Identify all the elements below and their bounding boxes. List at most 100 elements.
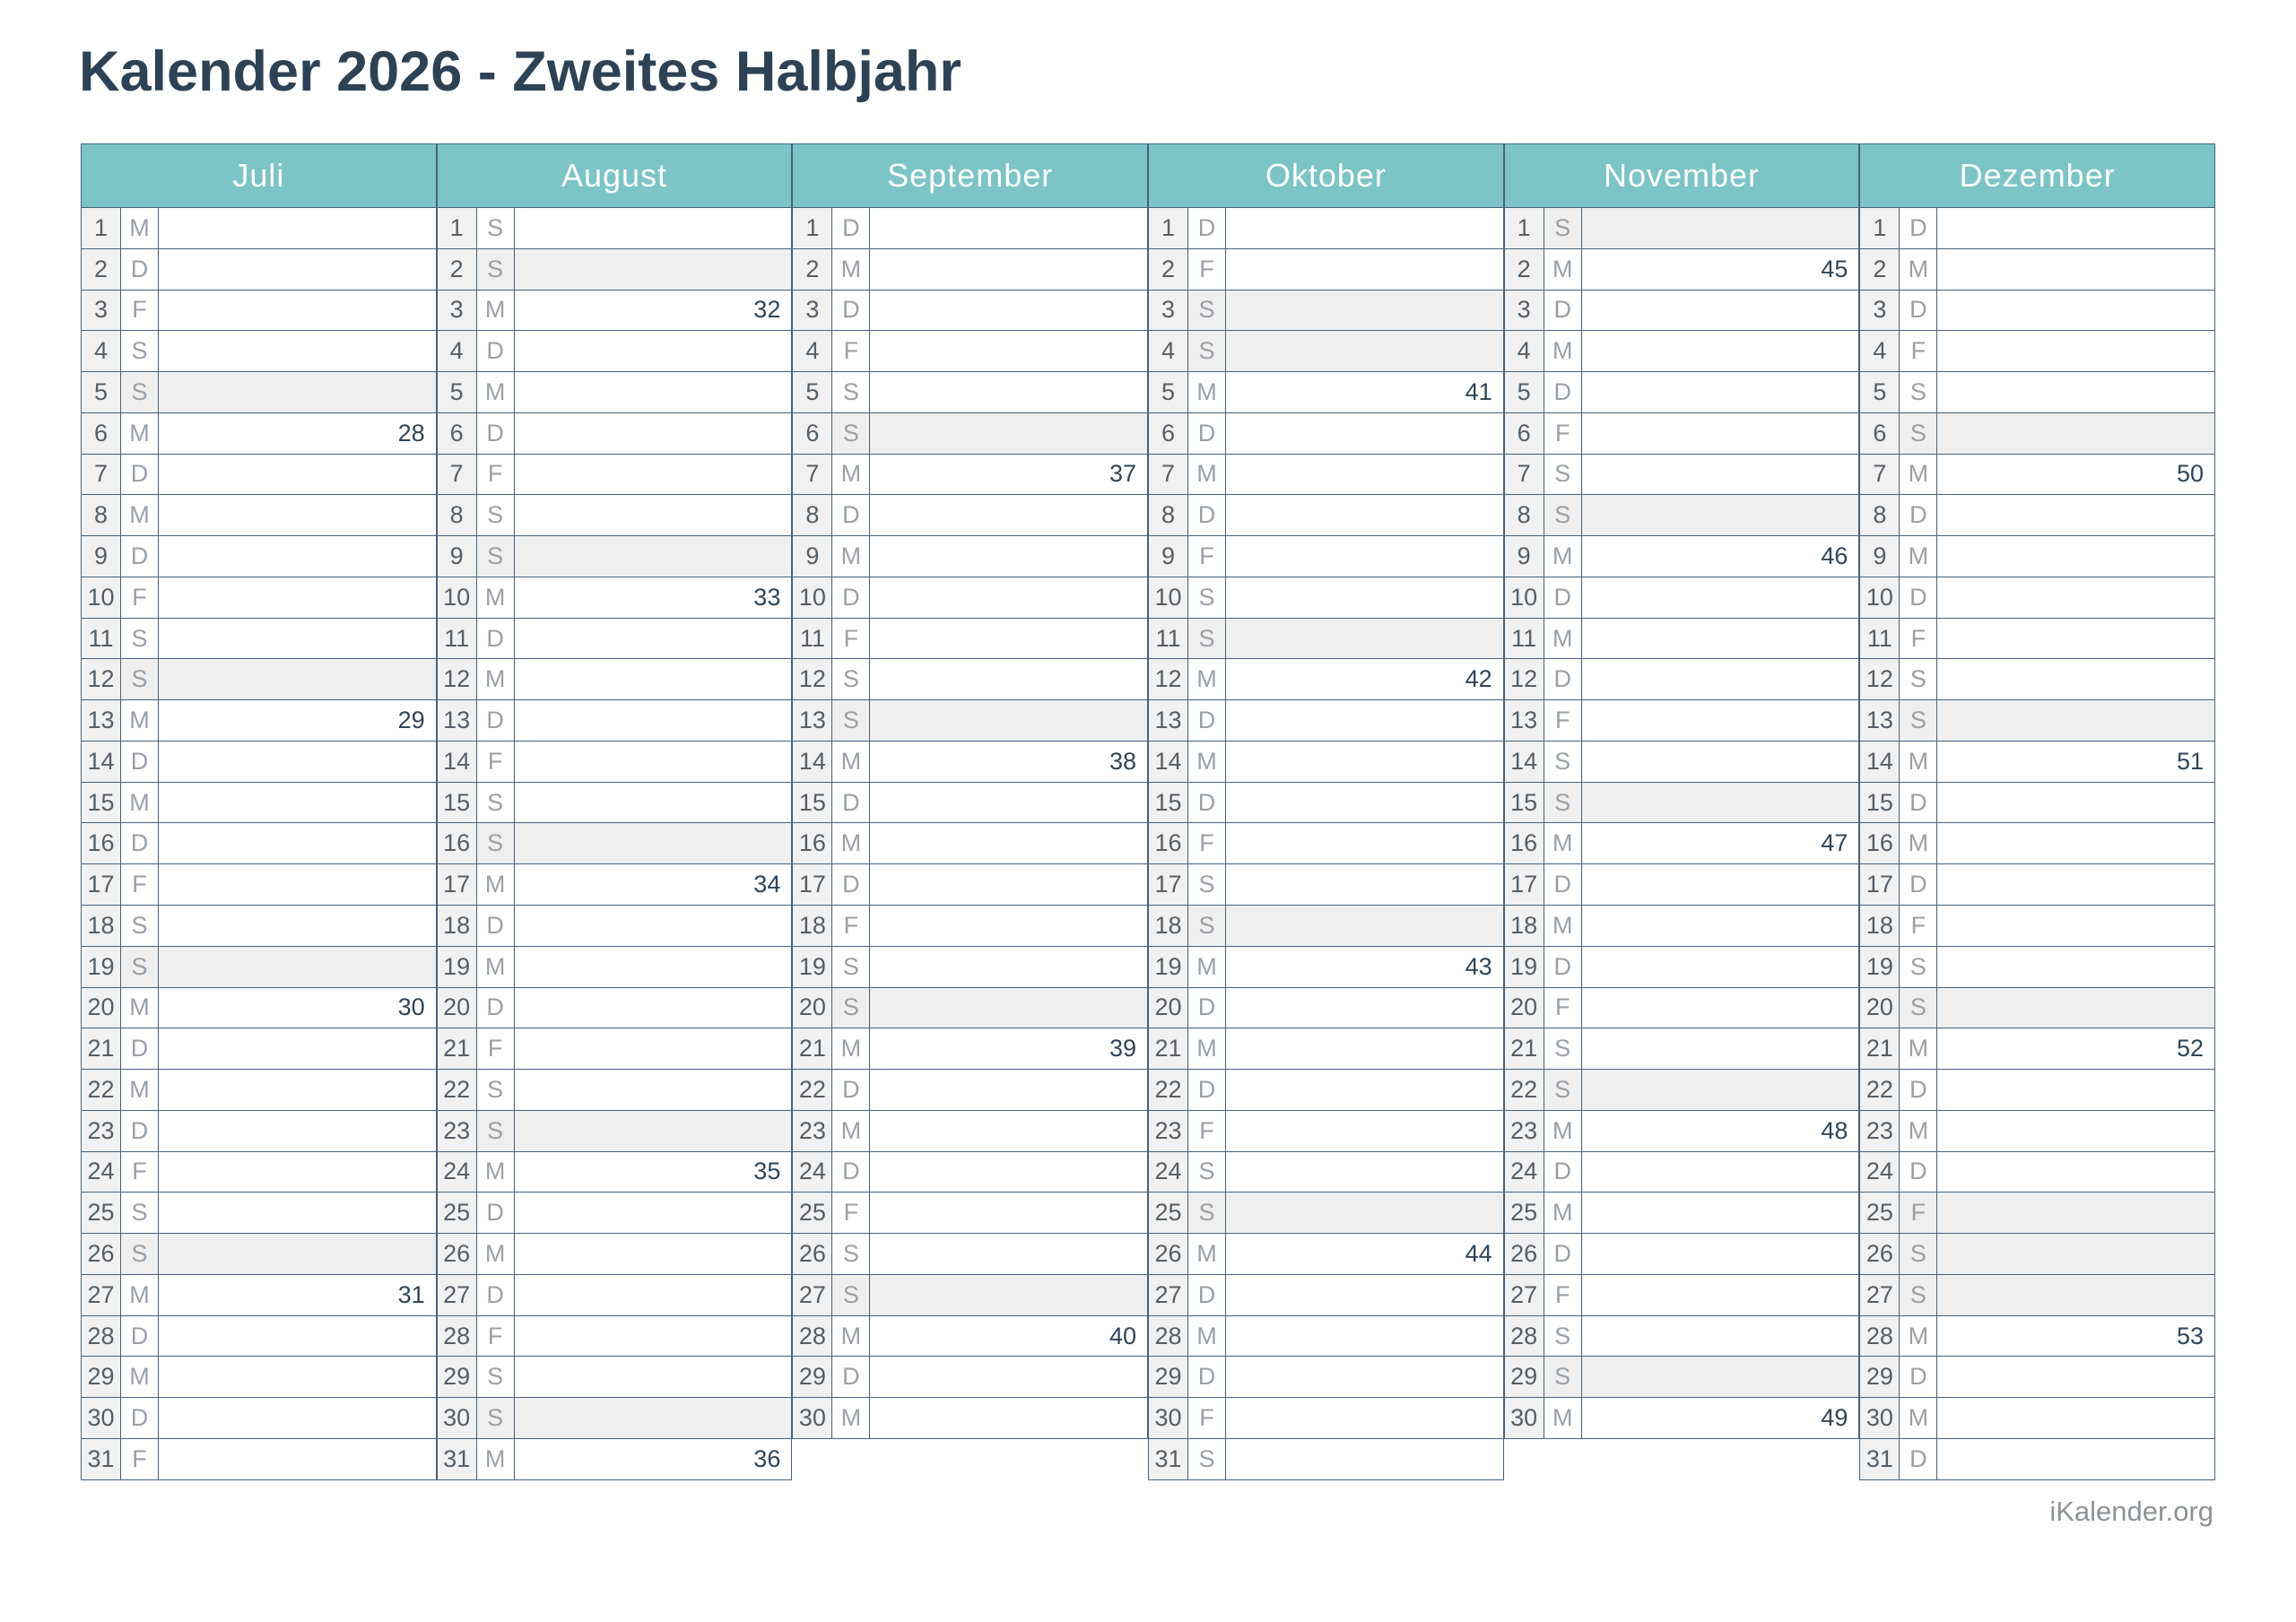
notes-cell [1226, 249, 1503, 290]
day-number-cell: 19 [1504, 946, 1544, 987]
day-number-cell: 6 [437, 412, 477, 454]
weekday-letter-cell: M [121, 1357, 159, 1398]
notes-cell: 33 [515, 577, 792, 618]
notes-cell [1226, 1398, 1503, 1438]
notes-cell: 42 [1226, 659, 1503, 699]
weekday-letter-cell: S [1544, 782, 1582, 823]
notes-cell [870, 1357, 1147, 1397]
day-row: 17 D [1504, 863, 1859, 906]
day-row: 25 S [1149, 1192, 1503, 1234]
day-number-cell: 7 [1860, 454, 1900, 495]
notes-cell [515, 619, 792, 659]
day-number-cell: 1 [82, 208, 121, 248]
day-number-cell: 23 [82, 1110, 121, 1151]
notes-cell: 51 [1937, 742, 2214, 782]
notes-cell [159, 864, 436, 905]
notes-cell [515, 372, 792, 412]
month-header: November [1504, 144, 1859, 207]
week-number: 29 [397, 707, 425, 734]
day-number-cell: 25 [1149, 1193, 1189, 1234]
weekday-letter-cell: D [1188, 1357, 1227, 1398]
weekday-letter-cell: F [1188, 536, 1227, 577]
notes-cell [1582, 988, 1859, 1028]
day-number-cell: 23 [1149, 1110, 1189, 1151]
notes-cell [1937, 783, 2214, 823]
weekday-letter-cell: S [476, 1110, 515, 1151]
notes-cell [1226, 413, 1503, 454]
week-number: 43 [1465, 952, 1492, 980]
day-number-cell: 20 [82, 987, 121, 1028]
weekday-letter-cell: M [121, 412, 159, 454]
notes-cell: 50 [1937, 455, 2214, 495]
notes-cell [1937, 208, 2214, 248]
weekday-letter-cell: M [477, 577, 515, 618]
notes-cell [870, 1234, 1147, 1274]
day-number-cell: 6 [82, 412, 121, 454]
weekday-letter-cell: D [832, 495, 871, 536]
day-row: 14 F [437, 740, 792, 782]
weekday-letter-cell: M [1544, 618, 1582, 659]
notes-cell [870, 208, 1147, 248]
notes-cell [1226, 1316, 1503, 1357]
day-number-cell: 16 [793, 823, 833, 864]
day-row: 21 F [437, 1028, 792, 1070]
week-number: 50 [2176, 460, 2205, 488]
notes-cell [1937, 1398, 2214, 1438]
day-number-cell: 30 [82, 1398, 121, 1438]
weekday-letter-cell: S [1188, 864, 1227, 906]
notes-cell [159, 249, 436, 290]
day-number-cell: 22 [1149, 1070, 1189, 1110]
day-number-cell: 31 [1149, 1438, 1189, 1479]
notes-cell [1937, 331, 2214, 371]
notes-cell [515, 331, 792, 371]
weekday-letter-cell: S [121, 372, 159, 412]
day-row: 16 F [1149, 822, 1503, 864]
day-row: 19 S [82, 945, 436, 987]
notes-cell [159, 1152, 436, 1193]
day-number-cell: 22 [437, 1070, 477, 1110]
weekday-letter-cell: D [832, 1151, 871, 1193]
day-row: 12 S [82, 658, 436, 700]
day-row: 28 F [437, 1314, 792, 1357]
weekday-letter-cell: S [476, 823, 515, 864]
day-number-cell: 2 [1149, 248, 1189, 290]
day-number-cell: 5 [437, 372, 477, 412]
weekday-letter-cell: S [1900, 1274, 1938, 1315]
day-number-cell: 17 [793, 864, 833, 906]
notes-cell [1582, 413, 1859, 454]
week-number: 32 [753, 296, 781, 324]
day-number-cell: 15 [1504, 782, 1544, 823]
half-year-calendar-grid: Juli 1 M 2 D 3 F 4 S 5 S 6 M 28 7 D 8 M 9 D 10 F 11 S 12 S 13 M 29 14… [81, 143, 2216, 1480]
weekday-letter-cell: S [121, 1234, 159, 1274]
day-number-cell: 10 [1149, 577, 1189, 618]
notes-cell [159, 1070, 436, 1110]
day-number-cell: 16 [1149, 823, 1189, 864]
day-number-cell: 2 [793, 248, 833, 290]
notes-cell [870, 619, 1147, 659]
weekday-letter-cell: M [832, 536, 871, 577]
notes-cell [159, 742, 436, 782]
notes-cell [1226, 1193, 1503, 1234]
weekday-letter-cell: M [1544, 1193, 1582, 1234]
day-row: 5 M 41 [1149, 371, 1503, 412]
notes-cell [1937, 1193, 2215, 1234]
day-number-cell: 28 [1860, 1315, 1900, 1357]
week-number: 34 [753, 871, 781, 898]
day-row: 30 M 49 [1504, 1397, 1859, 1438]
day-row: 16 M [1860, 822, 2215, 864]
day-row: 11 S [82, 617, 436, 659]
weekday-letter-cell: D [1188, 1070, 1227, 1110]
weekday-letter-cell: M [1900, 454, 1938, 495]
weekday-letter-cell: S [121, 618, 159, 659]
